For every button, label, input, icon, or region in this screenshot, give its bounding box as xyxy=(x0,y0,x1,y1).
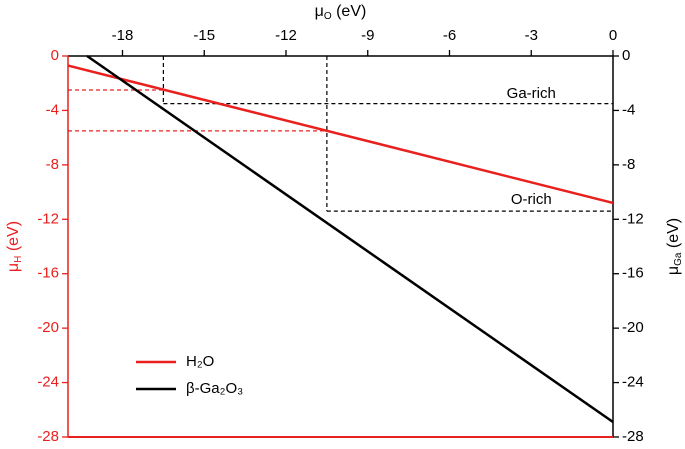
series-line xyxy=(86,54,614,424)
y2-tick-label: -24 xyxy=(622,374,644,391)
x-tick-label: 0 xyxy=(609,27,617,44)
y2-tick-label: -8 xyxy=(622,156,635,173)
y-tick-label: -24 xyxy=(37,374,59,391)
y2-tick-label: -12 xyxy=(622,210,644,227)
y-tick-label: 0 xyxy=(51,47,59,64)
y2-axis-title-sub: Ga xyxy=(673,252,684,266)
y-axis-title-base: μ xyxy=(5,263,22,272)
y2-tick-label: 0 xyxy=(622,47,630,64)
annotation: Ga-rich xyxy=(507,85,556,102)
y-tick-label: -28 xyxy=(37,428,59,444)
x-tick-label: -18 xyxy=(112,27,134,44)
y-axis-title-sub: H xyxy=(13,256,24,263)
y2-tick-label: -16 xyxy=(622,265,644,282)
y2-tick-label: -4 xyxy=(622,101,635,118)
y2-axis-title: μGa (eV) xyxy=(665,218,683,275)
x-tick-label: -9 xyxy=(361,27,374,44)
y-axis-title: μH (eV) xyxy=(5,221,23,272)
y2-tick-label: -28 xyxy=(622,428,644,444)
x-axis-title-unit: (eV) xyxy=(332,3,367,20)
y2-axis-title-base: μ xyxy=(665,266,682,275)
y-tick-label: -16 xyxy=(37,265,59,282)
y-tick-label: -8 xyxy=(46,156,59,173)
series-line xyxy=(67,64,614,205)
x-axis-title-sub: O xyxy=(324,11,332,22)
x-tick-label: -6 xyxy=(443,27,456,44)
x-tick-label: -12 xyxy=(275,27,297,44)
y2-tick-label: -20 xyxy=(622,319,644,336)
x-tick-label: -3 xyxy=(525,27,538,44)
x-axis-title-base: μ xyxy=(315,3,324,20)
y-axis-title-unit: (eV) xyxy=(5,221,22,256)
y-tick-label: -4 xyxy=(46,101,59,118)
y-tick-label: -20 xyxy=(37,319,59,336)
legend-label: H₂O xyxy=(186,353,214,370)
x-axis-title: μO (eV) xyxy=(315,3,367,21)
annotation: O-rich xyxy=(511,191,552,208)
y2-axis-title-unit: (eV) xyxy=(665,218,682,253)
legend-label: β-Ga₂O₃ xyxy=(186,380,243,397)
x-tick-label: -15 xyxy=(193,27,215,44)
y-tick-label: -12 xyxy=(37,210,59,227)
